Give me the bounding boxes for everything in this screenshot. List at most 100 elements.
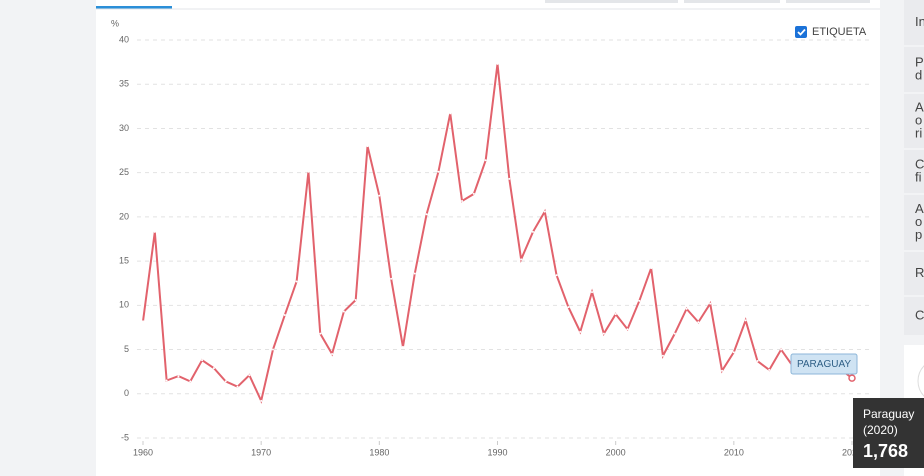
tooltip-value: 1,768 [863,441,908,461]
point [579,330,582,333]
y-tick-label: 15 [119,255,129,265]
sidebar-text: C [915,156,924,171]
sidebar-text: p [915,227,922,242]
sidebar-text: P [915,54,924,69]
check-icon [797,28,806,36]
point [390,277,393,280]
sidebar-icon [917,365,924,397]
point [673,332,676,335]
point [260,399,263,402]
point [189,380,192,383]
y-tick-label: 30 [119,123,129,133]
point [484,159,487,162]
point [354,299,357,302]
y-tick-label: 25 [119,167,129,177]
chart-panel [96,0,880,476]
point [319,332,322,335]
point [614,313,617,316]
point [591,291,594,294]
sidebar-text: o [915,112,922,127]
point [413,272,416,275]
y-unit: % [111,18,119,28]
point [709,302,712,305]
point [366,145,369,148]
sidebar-text: In [915,14,924,29]
sidebar-text: R [915,265,924,280]
series-label: PARAGUAY [797,359,851,370]
point [224,380,227,383]
point [744,319,747,322]
tooltip [853,398,924,468]
y-tick-label: 5 [124,344,129,354]
point [555,274,558,277]
top-button[interactable] [684,0,780,3]
point [437,170,440,173]
y-tick-label: 10 [119,300,129,310]
sidebar-text: ri [915,125,922,140]
point [567,306,570,309]
x-tick-label: 2020 [842,447,862,457]
sidebar-text: o [915,214,922,229]
point [271,348,274,351]
sidebar-item[interactable] [904,252,924,295]
highlight-point [848,374,856,382]
y-tick-label: 20 [119,211,129,221]
point [472,192,475,195]
point [201,359,204,362]
point [721,369,724,372]
point [331,352,334,355]
x-tick-label: 1990 [487,447,507,457]
point [543,210,546,213]
point [508,177,511,180]
series-label-box [790,353,858,375]
point [212,367,215,370]
legend-label[interactable]: ETIQUETA [812,26,867,38]
sidebar-item[interactable] [904,195,924,250]
top-button[interactable] [545,0,678,3]
point [449,112,452,115]
point [638,299,641,302]
sidebar-text: A [915,99,924,114]
x-tick-label: 1960 [133,447,153,457]
sidebar-item[interactable] [904,0,924,45]
x-tick-label: 2000 [606,447,626,457]
point [401,345,404,348]
point [650,267,653,270]
point [461,199,464,202]
point [768,368,771,371]
tooltip-period: (2020) [863,423,898,437]
sidebar-text: C [915,307,924,322]
point [236,385,239,388]
tooltip-name: Paraguay [863,407,914,421]
sidebar-item[interactable] [904,94,924,148]
sidebar-item[interactable] [904,150,924,193]
point [661,354,664,357]
sidebar-item[interactable] [904,47,924,92]
point [295,280,298,283]
y-tick-label: 0 [124,388,129,398]
sidebar-item[interactable] [904,297,924,335]
point [248,374,251,377]
y-tick-label: -5 [121,432,129,442]
legend-checkbox[interactable] [795,26,807,38]
point [283,314,286,317]
top-button[interactable] [786,0,870,3]
point [177,375,180,378]
y-tick-label: 35 [119,79,129,89]
point [732,351,735,354]
point [626,328,629,331]
point [602,332,605,335]
point [165,379,168,382]
point [531,230,534,233]
point [307,170,310,173]
point [425,213,428,216]
point [496,62,499,65]
point [153,230,156,233]
point [756,360,759,363]
x-tick-label: 2010 [724,447,744,457]
x-tick-label: 1980 [369,447,389,457]
sidebar-text: A [915,201,924,216]
active-tab[interactable] [96,6,172,9]
